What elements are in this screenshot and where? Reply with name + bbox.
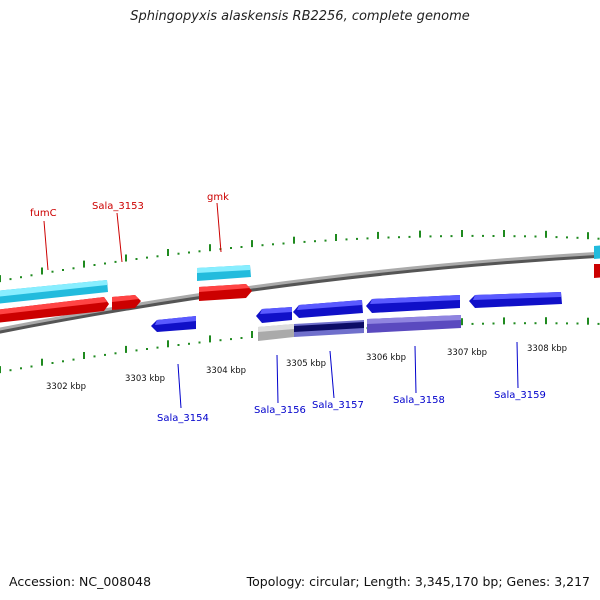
- forward-gene-labels: fumC Sala_3153 gmk: [30, 192, 229, 219]
- kbp-scale-labels: 3302 kbp 3303 kbp 3304 kbp 3305 kbp 3306…: [46, 344, 567, 392]
- gene-cyan-edge[interactable]: [594, 245, 600, 259]
- kbp-label: 3302 kbp: [46, 382, 86, 392]
- forward-strand-tick-marks: [0, 230, 600, 283]
- kbp-label: 3303 kbp: [125, 374, 165, 384]
- kbp-label: 3304 kbp: [206, 366, 246, 376]
- gene-label-fumc[interactable]: fumC: [30, 208, 57, 219]
- gene-purple-sala-3158[interactable]: [367, 315, 461, 333]
- reverse-label-leaders: [177, 341, 519, 409]
- gene-label-sala-3158[interactable]: Sala_3158: [393, 395, 445, 406]
- gene-cyan-fumc-region[interactable]: [0, 280, 108, 304]
- gene-label-gmk[interactable]: gmk: [207, 192, 229, 203]
- gene-gray-rna[interactable]: [258, 324, 294, 341]
- gene-label-sala-3159[interactable]: Sala_3159: [494, 390, 546, 401]
- reverse-gene-labels: Sala_3154 Sala_3156 Sala_3157 Sala_3158 …: [157, 390, 546, 424]
- gene-blue-sala-3157[interactable]: [293, 300, 363, 318]
- kbp-label: 3306 kbp: [366, 353, 406, 363]
- gene-label-sala-3157[interactable]: Sala_3157: [312, 400, 364, 411]
- gene-red-fumc[interactable]: [0, 297, 109, 323]
- gene-red-sala-3153[interactable]: [112, 295, 141, 310]
- gene-blue-sala-3159[interactable]: [469, 292, 562, 308]
- gene-navy-sala-3157[interactable]: [294, 320, 364, 337]
- gene-cyan-gmk[interactable]: [197, 265, 251, 281]
- gene-label-sala-3154[interactable]: Sala_3154: [157, 413, 209, 424]
- gene-label-sala-3156[interactable]: Sala_3156: [254, 405, 306, 416]
- kbp-label: 3307 kbp: [447, 348, 487, 358]
- gene-red-gmk[interactable]: [199, 284, 252, 301]
- genome-backbone-shadow: [0, 252, 600, 334]
- forward-label-leaders: [43, 202, 222, 271]
- genome-title: Sphingopyxis alaskensis RB2256, complete…: [130, 9, 470, 24]
- gene-red-edge[interactable]: [594, 264, 600, 278]
- gene-blue-sala-3158[interactable]: [366, 295, 460, 313]
- gene-blue-sala-3156[interactable]: [256, 307, 292, 323]
- accession-text: Accession: NC_008048: [9, 574, 152, 589]
- gene-blue-sala-3154[interactable]: [151, 316, 196, 332]
- genome-summary-text: Topology: circular; Length: 3,345,170 bp…: [246, 574, 590, 589]
- genome-backbone: [0, 251, 600, 331]
- kbp-label: 3308 kbp: [527, 344, 567, 354]
- gene-label-sala-3153[interactable]: Sala_3153: [92, 201, 144, 212]
- kbp-label: 3305 kbp: [286, 359, 326, 369]
